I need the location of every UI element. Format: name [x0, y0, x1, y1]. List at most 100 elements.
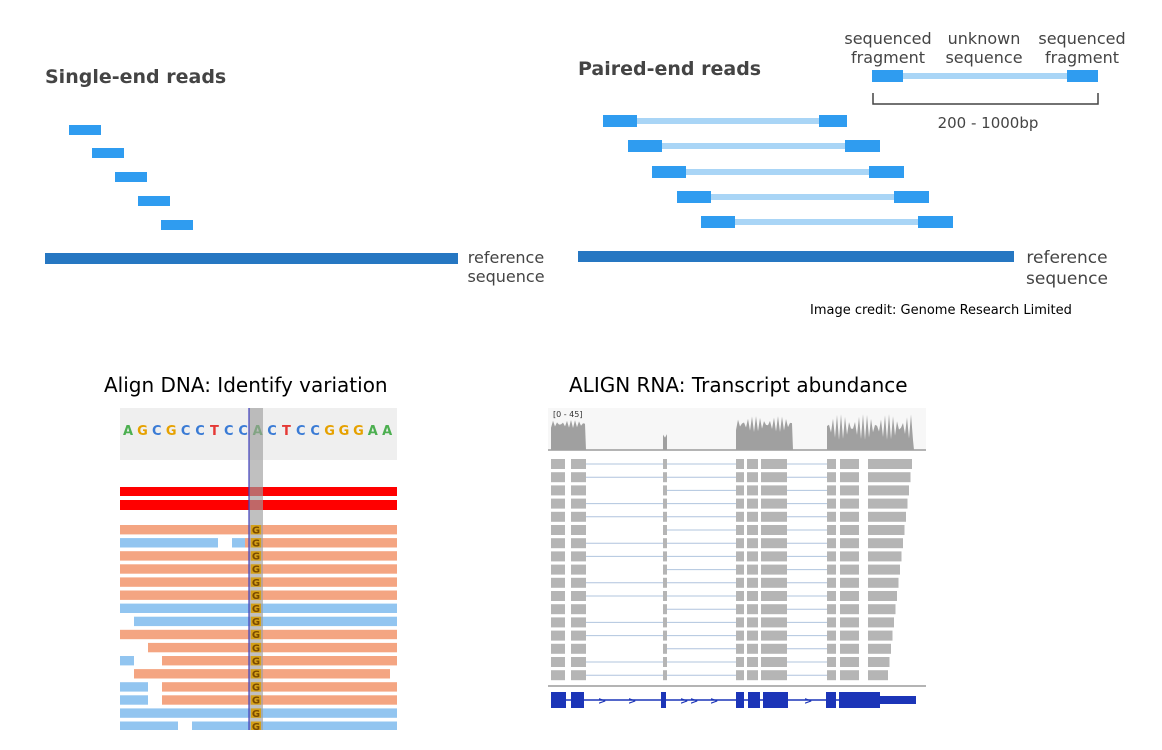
rna-read [663, 591, 667, 601]
rna-read [571, 591, 586, 601]
rna-read [571, 657, 586, 667]
variant-base: G [252, 709, 260, 720]
rna-read [868, 617, 894, 628]
gene-exon [571, 692, 584, 708]
rna-read [747, 670, 758, 681]
variant-base-box [251, 642, 261, 653]
strand-arrow: > [690, 696, 698, 707]
rna-read [868, 670, 888, 681]
variant-base: G [252, 630, 260, 641]
rna-read [551, 657, 565, 667]
rna-read [551, 472, 565, 483]
aligned-read [162, 695, 397, 705]
single-read [92, 148, 124, 158]
coverage-peak [736, 416, 793, 450]
variant-base: G [252, 552, 260, 563]
size-range-label: 200 - 1000bp [937, 114, 1039, 132]
variant-base: G [252, 617, 260, 628]
rna-read [827, 472, 836, 483]
rna-read [736, 591, 744, 601]
rna-panel-caption: ALIGN RNA: Transcript abundance [569, 373, 908, 397]
rna-read [827, 591, 836, 601]
paired-fragment [603, 115, 847, 127]
variant-base-box [251, 695, 261, 705]
rna-read [736, 643, 744, 654]
rna-read [747, 525, 758, 535]
variant-base-box [251, 590, 261, 600]
coverage-range-label: [0 - 45] [553, 410, 582, 419]
rna-read [827, 670, 836, 681]
rna-read [827, 459, 836, 469]
rna-read [747, 498, 758, 509]
rna-read [551, 604, 565, 615]
rna-read [747, 551, 758, 562]
rna-read [827, 564, 836, 575]
variant-base-box [251, 603, 261, 613]
rna-read [761, 511, 787, 522]
variant-base: G [252, 696, 260, 707]
rna-read [663, 498, 667, 509]
reference-base: A [382, 424, 392, 439]
rna-read [840, 591, 859, 601]
rna-read [868, 551, 902, 562]
gene-exon [880, 696, 916, 704]
rna-read [571, 604, 586, 615]
rna-read [868, 472, 911, 483]
reference-base: C [195, 424, 205, 439]
rna-read [827, 485, 836, 496]
rna-read [840, 617, 859, 628]
reference-base: C [310, 424, 320, 439]
rna-read [840, 643, 859, 654]
rna-read [761, 538, 787, 549]
aligned-read [162, 682, 397, 692]
image-credit: Image credit: Genome Research Limited [810, 303, 1072, 318]
rna-read [663, 630, 667, 641]
rna-read [761, 498, 787, 509]
rna-read [827, 498, 836, 509]
rna-read [827, 511, 836, 522]
strand-arrow: > [804, 696, 812, 707]
rna-read [747, 604, 758, 615]
rna-read [736, 498, 744, 509]
rna-read [868, 604, 896, 615]
rna-read [736, 485, 744, 496]
rna-read [868, 485, 909, 496]
aligned-read [120, 721, 178, 730]
rna-read [840, 670, 859, 681]
rna-read [551, 643, 565, 654]
rna-read [840, 630, 859, 641]
rna-read [747, 459, 758, 469]
variant-base: G [252, 565, 260, 576]
rna-read [551, 617, 565, 628]
reference-base: G [339, 424, 350, 439]
rna-read [840, 459, 859, 469]
rna-read [571, 551, 586, 562]
variant-base: G [252, 539, 260, 550]
rna-read [840, 525, 859, 535]
variant-base: G [252, 683, 260, 694]
rna-read [663, 485, 667, 496]
aligned-read [120, 538, 218, 548]
variant-base-box [251, 564, 261, 574]
legend-sequenced-fragment-left: sequenced fragment [844, 29, 932, 67]
rna-read [840, 604, 859, 615]
reference-base: C [152, 424, 162, 439]
legend-unknown-sequence: unknown sequence [945, 29, 1023, 67]
rna-read [736, 617, 744, 628]
rna-read [663, 525, 667, 535]
rna-read [827, 657, 836, 667]
rna-read [663, 459, 667, 469]
variant-base: G [252, 578, 260, 589]
rna-read [827, 538, 836, 549]
rna-read [827, 617, 836, 628]
rna-read [663, 564, 667, 575]
rna-read [761, 630, 787, 641]
strand-arrow: > [598, 696, 606, 707]
dna-panel-caption: Align DNA: Identify variation [104, 373, 388, 397]
rna-read [827, 643, 836, 654]
reference-base: G [166, 424, 177, 439]
gene-exon [736, 692, 744, 708]
rna-read [840, 485, 859, 496]
aligned-read [120, 656, 134, 666]
aligned-read [162, 656, 397, 666]
